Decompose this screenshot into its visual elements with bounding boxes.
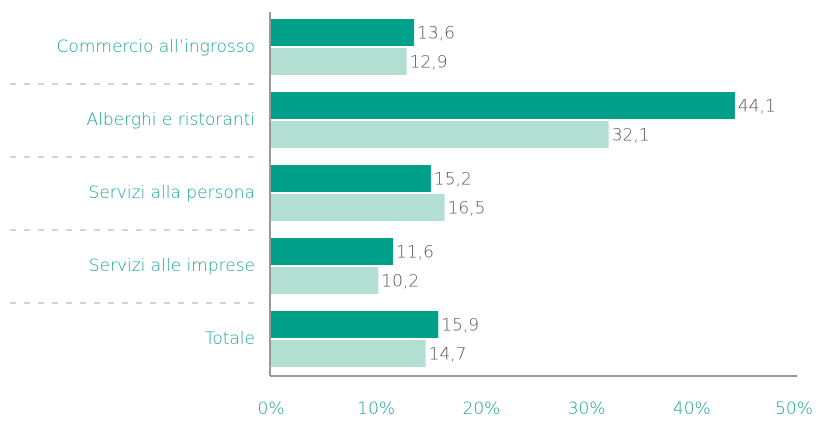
bar	[271, 121, 609, 148]
value-label: 44,1	[738, 97, 776, 117]
value-label: 16,5	[448, 199, 486, 219]
bar	[271, 92, 735, 119]
bar	[271, 19, 415, 46]
x-tick-label: 0%	[258, 399, 285, 419]
x-tick-label: 40%	[673, 399, 711, 419]
x-tick-label: 50%	[775, 399, 813, 419]
bar	[271, 165, 431, 192]
category-label: Totale	[205, 329, 255, 349]
value-label: 15,2	[434, 170, 472, 190]
value-label: 14,7	[429, 345, 467, 365]
bar	[271, 267, 379, 294]
value-label: 15,9	[441, 316, 479, 336]
x-tick-label: 20%	[463, 399, 501, 419]
x-tick-label: 30%	[568, 399, 606, 419]
value-label: 11,6	[396, 243, 434, 263]
bar	[271, 311, 439, 338]
category-label: Alberghi e ristoranti	[87, 110, 255, 130]
value-label: 12,9	[410, 53, 448, 73]
bar	[271, 48, 407, 75]
category-label: Servizi alla persona	[89, 183, 255, 203]
value-label: 10,2	[381, 272, 419, 292]
x-tick-label: 10%	[357, 399, 395, 419]
value-label: 13,6	[417, 24, 455, 44]
category-label: Commercio all’ingrosso	[57, 37, 255, 57]
value-label: 32,1	[612, 126, 650, 146]
bar	[271, 194, 445, 221]
bar	[271, 238, 394, 265]
category-label: Servizi alle imprese	[89, 256, 255, 276]
bar	[271, 340, 426, 367]
